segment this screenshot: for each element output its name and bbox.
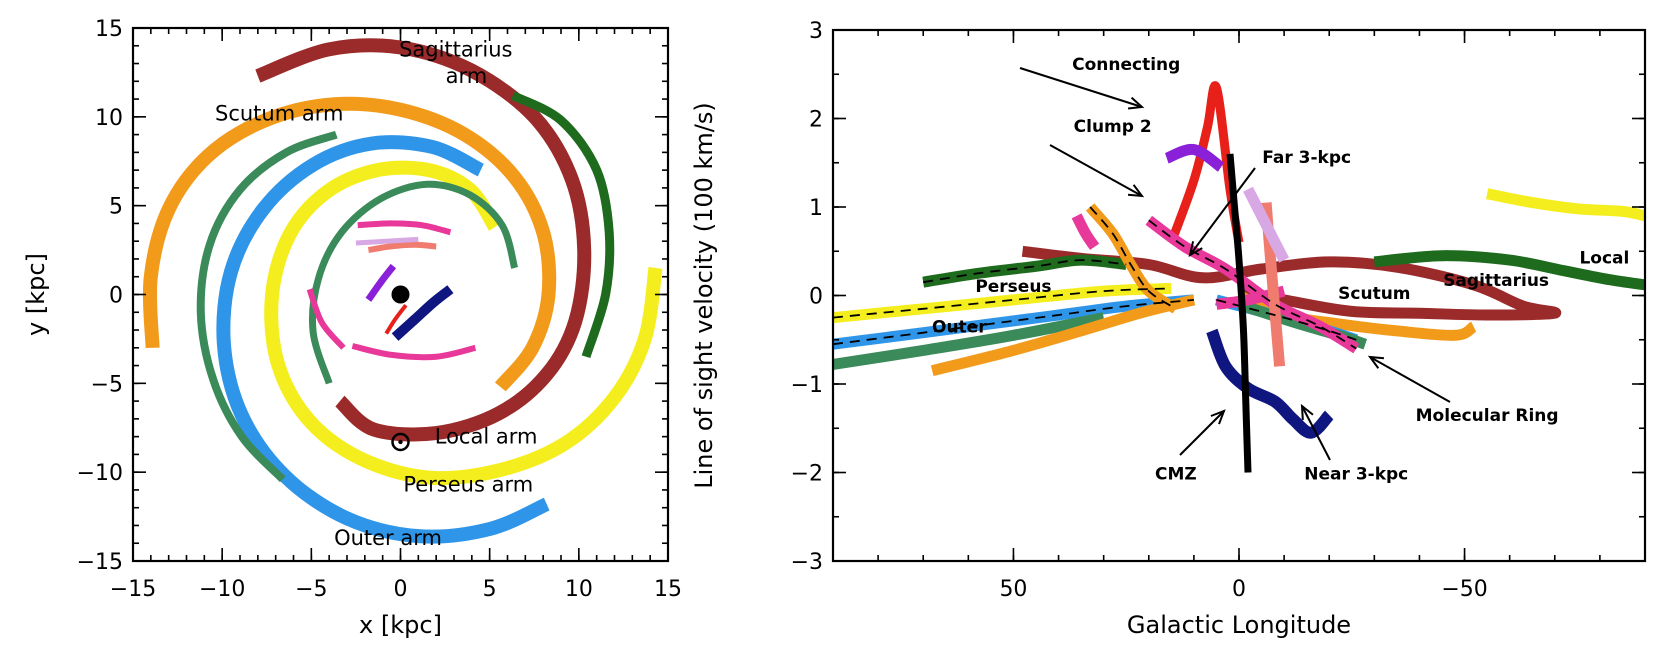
sun-marker xyxy=(391,432,410,452)
x-tick-label: 5 xyxy=(483,577,497,602)
annotation-sagittarius: Sagittarius xyxy=(1443,271,1549,291)
x-tick-label: −10 xyxy=(199,577,245,602)
annotation-arrow xyxy=(1019,67,1143,108)
model-track xyxy=(1148,219,1357,350)
arm-feature-5 xyxy=(196,130,338,483)
y-tick-label: −5 xyxy=(91,372,123,397)
galactic-plane-panel: −15 −10 −5 0 5 10 15 −15 −10 −5 0 5 10 15 x [kpc] y [kp… xyxy=(22,17,682,639)
arrow-head xyxy=(1188,241,1203,257)
annotation-local: Local xyxy=(1579,249,1629,269)
arm-local-arm xyxy=(510,91,615,359)
x-tick-label: 50 xyxy=(999,577,1027,602)
lv-feature-sagittarius xyxy=(1021,245,1562,321)
arm-far-3-kpc xyxy=(367,241,437,254)
lv-diagram-panel: 50 0 −50 −3 −2 −1 0 1 2 3 Galactic Longitude Line o… xyxy=(690,19,1647,639)
arm-outer-arm xyxy=(216,135,550,544)
annotation-local-arm: Local arm xyxy=(435,425,538,449)
arm-feature-9 xyxy=(357,220,452,236)
arrow-head xyxy=(1210,409,1226,425)
arrow-head xyxy=(1367,355,1385,369)
annotation-far-3-kpc: Far 3-kpc xyxy=(1262,148,1351,168)
arm-feature-11 xyxy=(355,236,419,246)
model-track xyxy=(923,259,1127,284)
y-tick-label: 0 xyxy=(809,285,823,310)
x-tick-label: −5 xyxy=(295,577,327,602)
annotation-clump-2: Clump 2 xyxy=(1074,117,1152,137)
y-tick-label: 2 xyxy=(809,108,823,133)
lv-feature-perseus xyxy=(1486,188,1645,222)
y-tick-label: 15 xyxy=(95,17,123,42)
x-tick-label: 10 xyxy=(565,577,593,602)
sun-marker-dot xyxy=(398,439,403,445)
annotation-near-3-kpc: Near 3-kpc xyxy=(1304,465,1408,485)
arm-feature-13 xyxy=(384,303,408,335)
arm-scutum-arm xyxy=(142,96,557,392)
arm-perseus-arm xyxy=(264,160,663,486)
annotation-sagittarius: Sagittarius xyxy=(399,37,512,61)
y-tick-label: 0 xyxy=(109,284,123,309)
annotation-outer-arm: Outer arm xyxy=(334,526,442,550)
annotation-perseus-arm: Perseus arm xyxy=(403,473,533,497)
y-tick-label: −3 xyxy=(791,550,823,575)
x-tick-label: −15 xyxy=(110,577,156,602)
annotation-scutum-arm: Scutum arm xyxy=(215,101,343,125)
x-axis-label: Galactic Longitude xyxy=(1127,611,1351,639)
annotation-cmz: CMZ xyxy=(1155,465,1197,485)
annotation-arrow xyxy=(1301,405,1331,461)
y-tick-label: −10 xyxy=(77,461,123,486)
annotation-arrow xyxy=(1189,167,1256,256)
arm-feature-14 xyxy=(351,343,477,361)
y-axis-label: y [kpc] xyxy=(22,253,50,336)
x-axis-label: x [kpc] xyxy=(359,611,442,639)
y-axis-label: Line of sight velocity (100 km/s) xyxy=(690,102,718,489)
y-tick-label: −15 xyxy=(77,550,123,575)
lv-feature-clump-2 xyxy=(1164,143,1225,172)
lv-feature-near-3-kpc xyxy=(1206,328,1334,439)
arm-near-3-kpc xyxy=(391,285,454,341)
arrow-head xyxy=(1300,403,1314,421)
x-tick-label: 0 xyxy=(1232,577,1246,602)
annotation-arrow xyxy=(1369,356,1451,403)
y-tick-label: −1 xyxy=(791,373,823,398)
x-tick-label: 0 xyxy=(394,577,408,602)
lv-feature-feature-14 xyxy=(1071,213,1100,250)
lv-feature-local xyxy=(1373,250,1645,291)
cmz-marker xyxy=(391,285,410,304)
annotation-arm: arm xyxy=(446,64,488,88)
x-tick-label: 15 xyxy=(654,577,682,602)
model-track xyxy=(1089,206,1177,310)
model-track xyxy=(833,287,1172,319)
y-tick-label: 3 xyxy=(809,19,823,44)
arm-feature-12 xyxy=(365,263,397,302)
y-tick-label: 10 xyxy=(95,106,123,131)
x-tick-label: −50 xyxy=(1441,577,1487,602)
arm-feature-6 xyxy=(309,180,519,385)
annotation-arrow xyxy=(1049,144,1143,197)
annotation-connecting: Connecting xyxy=(1072,55,1180,75)
y-tick-label: 5 xyxy=(109,195,123,220)
y-tick-label: −2 xyxy=(791,462,823,487)
model-track xyxy=(1216,299,1357,341)
arm-feature-10 xyxy=(306,288,346,350)
annotation-arrow xyxy=(1179,410,1225,456)
lv-feature-feature-18 xyxy=(1243,186,1290,263)
model-track xyxy=(1229,153,1249,473)
model-track xyxy=(833,299,1194,346)
y-tick-label: 1 xyxy=(809,196,823,221)
arm-sagittarius-arm xyxy=(255,38,592,442)
lv-feature-feature-8 xyxy=(833,312,1105,370)
lv-feature-cmz xyxy=(1226,153,1252,473)
annotation-perseus: Perseus xyxy=(975,277,1051,297)
annotation-molecular-ring: Molecular Ring xyxy=(1416,406,1559,426)
arrow-head xyxy=(1127,96,1145,110)
arrow-head xyxy=(1127,184,1145,198)
annotation-outer: Outer xyxy=(932,318,987,338)
lv-feature-feature-10 xyxy=(930,294,1196,377)
annotation-scutum: Scutum xyxy=(1338,284,1410,304)
